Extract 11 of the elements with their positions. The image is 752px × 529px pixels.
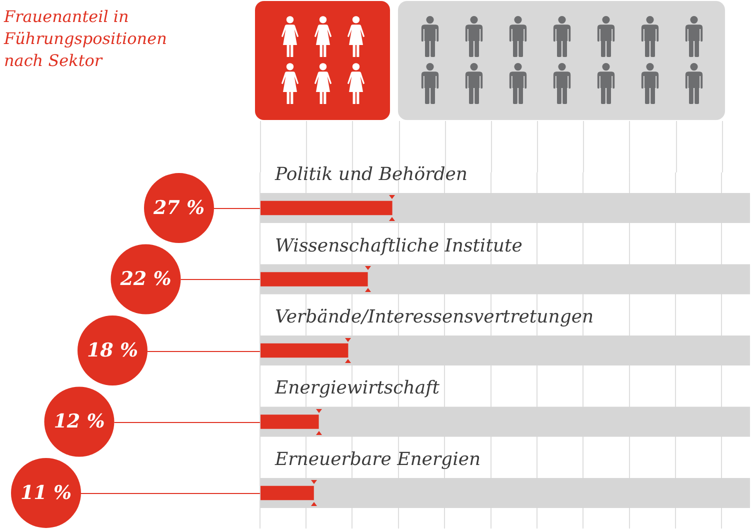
data-label: 27 % bbox=[152, 196, 205, 219]
y-tick-label: Politik und Behörden bbox=[274, 164, 468, 186]
data-label: 18 % bbox=[86, 339, 138, 362]
y-tick-label: Verbände/Interessensvertretungen bbox=[275, 306, 594, 328]
y-tick-label: Energiewirtschaft bbox=[274, 378, 440, 399]
text: Frauenanteil in Führungspositionen nach Sektor bbox=[4, 6, 168, 72]
data-label: 11 % bbox=[20, 482, 72, 504]
data-label: 22 % bbox=[119, 268, 172, 290]
data-label: 12 % bbox=[54, 410, 105, 433]
y-tick-label: Erneuerbare Energien bbox=[274, 448, 481, 470]
y-tick-label: Wissenschaftliche Institute bbox=[275, 235, 522, 256]
